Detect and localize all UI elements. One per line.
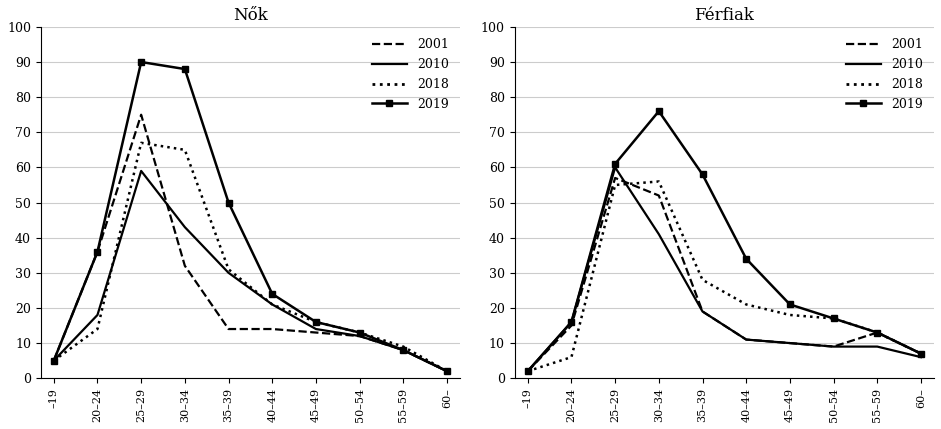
2019 xyxy=(871,330,883,335)
2001 xyxy=(916,351,927,356)
2001 xyxy=(136,112,147,117)
2018 xyxy=(398,344,409,349)
2018 xyxy=(266,302,278,307)
2018 xyxy=(784,312,795,317)
2010 xyxy=(522,369,534,374)
2010 xyxy=(653,232,664,237)
2019 xyxy=(354,330,365,335)
2001 xyxy=(92,249,104,254)
2010 xyxy=(610,165,621,170)
2019 xyxy=(916,351,927,356)
2001 xyxy=(522,369,534,374)
2010 xyxy=(266,302,278,307)
2018 xyxy=(441,369,453,374)
2001 xyxy=(653,193,664,198)
2018 xyxy=(566,354,577,360)
Line: 2010: 2010 xyxy=(528,167,921,371)
2001 xyxy=(266,326,278,332)
2019 xyxy=(828,316,839,321)
2018 xyxy=(697,277,709,282)
2018 xyxy=(828,316,839,321)
2019 xyxy=(398,347,409,353)
2001 xyxy=(398,347,409,353)
2010 xyxy=(223,270,234,275)
2019 xyxy=(566,320,577,325)
2018 xyxy=(354,330,365,335)
2019 xyxy=(136,60,147,65)
2001 xyxy=(610,175,621,181)
2019 xyxy=(610,161,621,166)
2001 xyxy=(697,309,709,314)
Line: 2018: 2018 xyxy=(54,143,447,371)
2010 xyxy=(136,168,147,173)
2010 xyxy=(697,309,709,314)
2019 xyxy=(784,302,795,307)
2018 xyxy=(311,320,322,325)
2010 xyxy=(48,358,59,363)
2001 xyxy=(784,341,795,346)
Line: 2019: 2019 xyxy=(51,59,450,375)
2010 xyxy=(784,341,795,346)
2019 xyxy=(48,358,59,363)
2018 xyxy=(916,351,927,356)
Line: 2019: 2019 xyxy=(525,108,924,375)
2001 xyxy=(828,344,839,349)
Line: 2010: 2010 xyxy=(54,171,447,371)
Line: 2001: 2001 xyxy=(54,115,447,371)
2018 xyxy=(92,326,104,332)
2010 xyxy=(398,347,409,353)
2001 xyxy=(179,263,190,269)
2019 xyxy=(92,249,104,254)
2018 xyxy=(871,330,883,335)
2010 xyxy=(311,326,322,332)
2019 xyxy=(441,369,453,374)
2019 xyxy=(653,109,664,114)
2019 xyxy=(522,369,534,374)
2001 xyxy=(354,333,365,338)
2019 xyxy=(266,291,278,296)
2018 xyxy=(136,140,147,145)
Legend: 2001, 2010, 2018, 2019: 2001, 2010, 2018, 2019 xyxy=(841,33,928,116)
2018 xyxy=(223,267,234,272)
2018 xyxy=(610,182,621,187)
2019 xyxy=(741,256,752,261)
2010 xyxy=(741,337,752,342)
2010 xyxy=(179,224,190,230)
2001 xyxy=(441,369,453,374)
2019 xyxy=(311,320,322,325)
Line: 2018: 2018 xyxy=(528,181,921,371)
Line: 2001: 2001 xyxy=(528,178,921,371)
2018 xyxy=(741,302,752,307)
Legend: 2001, 2010, 2018, 2019: 2001, 2010, 2018, 2019 xyxy=(367,33,454,116)
2018 xyxy=(522,369,534,374)
2001 xyxy=(48,358,59,363)
2010 xyxy=(828,344,839,349)
2019 xyxy=(179,66,190,72)
2019 xyxy=(697,172,709,177)
2001 xyxy=(741,337,752,342)
2018 xyxy=(179,147,190,152)
2010 xyxy=(92,312,104,317)
Title: Férfiak: Férfiak xyxy=(694,7,755,24)
2001 xyxy=(223,326,234,332)
2010 xyxy=(354,333,365,338)
2010 xyxy=(441,369,453,374)
2010 xyxy=(916,354,927,360)
2001 xyxy=(871,330,883,335)
2018 xyxy=(48,358,59,363)
2010 xyxy=(566,320,577,325)
2018 xyxy=(653,179,664,184)
2001 xyxy=(566,323,577,328)
2019 xyxy=(223,200,234,205)
Title: Nők: Nők xyxy=(233,7,268,24)
2001 xyxy=(311,330,322,335)
2010 xyxy=(871,344,883,349)
